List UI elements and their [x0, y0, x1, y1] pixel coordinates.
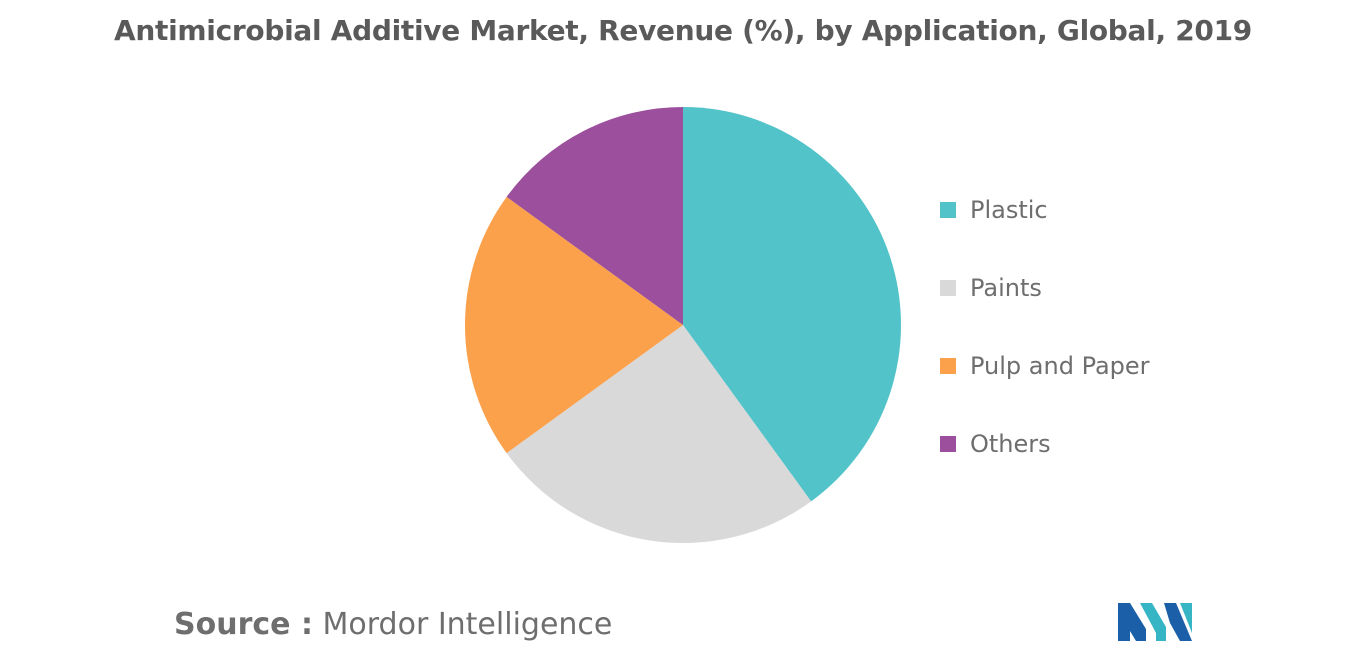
source-prefix: Source : — [174, 607, 313, 642]
mordor-intelligence-logo — [1118, 603, 1192, 641]
legend-label: Plastic — [970, 196, 1048, 224]
legend: Plastic Paints Pulp and Paper Others — [940, 188, 1150, 500]
legend-item-paints: Paints — [940, 266, 1150, 310]
source-name: Mordor Intelligence — [322, 607, 613, 642]
legend-label: Pulp and Paper — [970, 352, 1150, 380]
legend-item-others: Others — [940, 422, 1150, 466]
pie-slice-others — [506, 107, 683, 325]
legend-item-plastic: Plastic — [940, 188, 1150, 232]
pie-slice-plastic — [683, 107, 902, 502]
pie-slice-paints — [506, 325, 812, 544]
legend-swatch — [940, 436, 956, 452]
legend-label: Paints — [970, 274, 1042, 302]
legend-swatch — [940, 358, 956, 374]
legend-label: Others — [970, 430, 1051, 458]
chart-title: Antimicrobial Additive Market, Revenue (… — [114, 14, 1252, 47]
source-note: Source : Mordor Intelligence — [174, 607, 612, 642]
pie-slice-pulp-and-paper — [464, 196, 683, 454]
legend-swatch — [940, 202, 956, 218]
legend-swatch — [940, 280, 956, 296]
legend-item-pulp-and-paper: Pulp and Paper — [940, 344, 1150, 388]
pie-slices — [464, 107, 902, 544]
